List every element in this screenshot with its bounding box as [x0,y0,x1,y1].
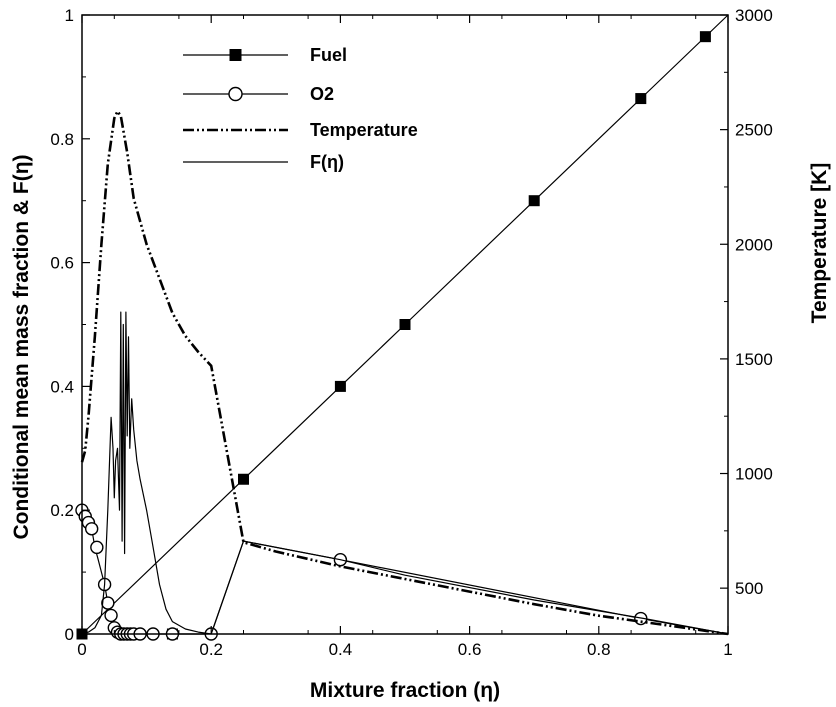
series-point-fuel [699,31,711,43]
y-right-tick-label: 3000 [735,6,773,25]
series-point-fuel [635,93,647,105]
series-point-o2 [104,608,118,623]
legend-label-f: F(η) [310,152,344,172]
y-right-tick-label: 1000 [735,465,773,484]
x-axis-title: Mixture fraction (η) [310,679,500,702]
x-tick-label: 0.8 [587,640,611,659]
x-tick-label: 0 [77,640,86,659]
series-point-o2 [84,522,99,536]
x-tick-label: 0.2 [199,640,223,659]
series-point-o2 [90,540,104,555]
legend-label-temperature: Temperature [310,120,418,140]
y-left-tick-label: 0.2 [50,501,74,520]
y-right-tick-label: 1500 [735,350,773,369]
y-left-tick-label: 0.8 [50,130,74,149]
series-point-o2 [101,596,115,610]
legend: Fuel O2 Temperature F(η) [183,45,418,172]
legend-label-o2: O2 [310,84,334,104]
y-right-tick-label: 500 [735,579,763,598]
series-point-fuel [238,473,249,485]
y-left-tick-label: 0 [65,625,74,644]
legend-marker-fuel [229,49,242,61]
y-axis-right-title: Temperature [K] [808,163,831,324]
series-line-o2 [81,509,729,635]
x-tick-label: 0.6 [458,640,482,659]
series-line-f [81,311,729,635]
series-point-fuel [334,380,346,392]
y-left-tick-label: 1 [65,6,74,25]
plot-area [75,14,729,641]
y-axis-left-title: Conditional mean mass fraction & F(η) [10,154,33,539]
x-tick-label: 0.4 [329,640,353,659]
legend-label-fuel: Fuel [310,45,347,65]
axes: 0 0.2 0.4 0.6 0.8 100.20.40.60.81500100015002… [50,6,772,659]
y-left-tick-label: 0.6 [50,254,74,273]
series-point-fuel [399,319,411,330]
series-point-fuel [528,195,540,207]
series-line-temperature [80,110,729,636]
legend-marker-o2 [228,86,243,102]
y-right-tick-label: 2000 [735,235,773,254]
y-right-tick-label: 2500 [735,121,773,140]
y-left-tick-label: 0.4 [50,377,74,396]
x-tick-label: 1 [723,640,732,659]
